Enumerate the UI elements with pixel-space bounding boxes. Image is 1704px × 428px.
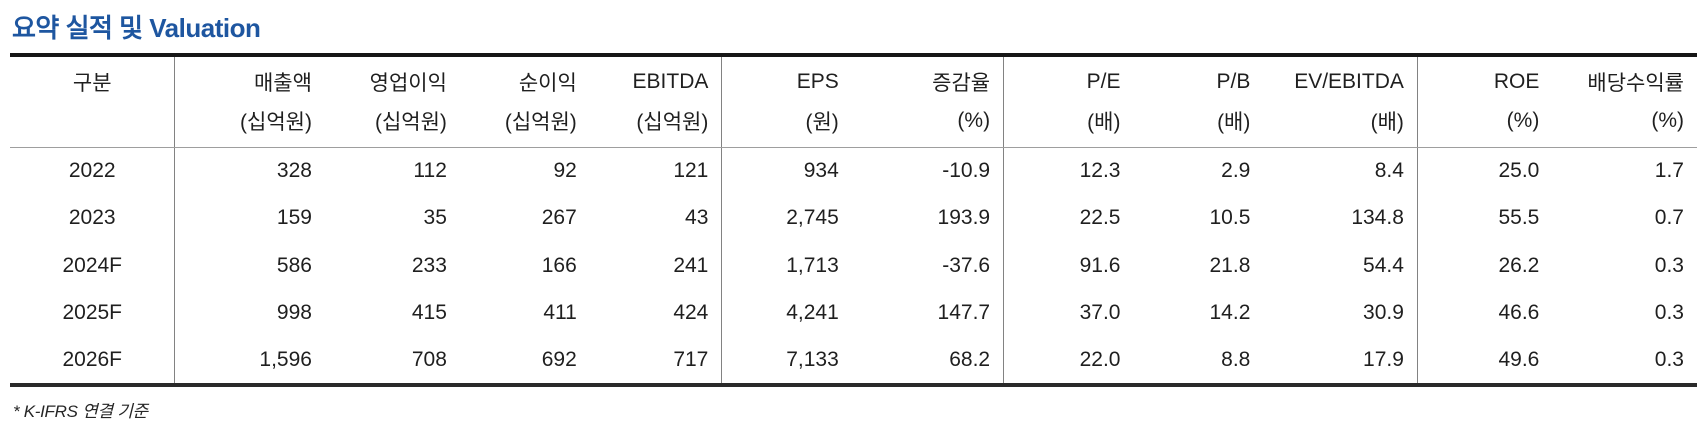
col-unit-0 — [10, 103, 175, 148]
row-label: 2025F — [62, 301, 123, 325]
cell: 37.0 — [1003, 289, 1134, 337]
cell: 1,713 — [721, 242, 852, 290]
cell: 424 — [673, 301, 709, 325]
cell: 30.9 — [1363, 301, 1404, 325]
cell: 147.7 — [937, 301, 991, 325]
cell: 708 — [411, 347, 447, 371]
cell: 328 — [174, 147, 325, 195]
cell: 134.8 — [1351, 206, 1404, 230]
page-title: 요약 실적 및 Valuation — [12, 13, 261, 43]
cell: 55.5 — [1416, 194, 1553, 242]
cell: 1,596 — [174, 337, 325, 385]
cell: 233 — [411, 253, 447, 277]
cell: -10.9 — [942, 159, 991, 182]
cell: 2.9 — [1221, 159, 1251, 182]
cell: 92 — [553, 159, 577, 182]
cell: 586 — [174, 242, 325, 290]
cell: 934 — [721, 147, 852, 195]
cell: 0.3 — [1654, 347, 1684, 371]
col-unit-9: (배) — [1263, 103, 1418, 148]
table-row: 2023 159 35 267 43 2,745 193.9 22.5 10.5 134.8 55.… — [10, 194, 1697, 242]
cell: 35 — [423, 206, 447, 230]
cell: 17.9 — [1363, 347, 1404, 371]
col-unit-10: (%) — [1416, 103, 1553, 148]
cell: 411 — [543, 301, 577, 325]
col-header-5: EPS — [721, 55, 852, 103]
cell: -37.6 — [942, 253, 991, 277]
col-unit-8: (배) — [1133, 103, 1264, 148]
cell: 692 — [541, 347, 577, 371]
cell: 112 — [413, 159, 447, 182]
table-header: 구분 매출액 영업이익 순이익 EBITDA EPS 증감율 P/E P/B EV/EBITDA R… — [10, 55, 1697, 148]
cell: 121 — [673, 159, 709, 182]
cell: 8.8 — [1221, 347, 1251, 371]
cell: 0.7 — [1654, 206, 1684, 230]
cell: 14.2 — [1209, 301, 1251, 325]
table-row: 2024F 586 233 166 241 1,713 -37.6 91.6 21.8 54.4 2… — [10, 242, 1697, 290]
cell: 267 — [541, 206, 577, 230]
col-header-1: 매출액 — [174, 55, 325, 103]
col-header-11: 배당수익률 — [1587, 72, 1684, 95]
cell: 91.6 — [1003, 242, 1134, 290]
cell: 1.7 — [1654, 159, 1684, 182]
col-unit-6: (%) — [851, 103, 1004, 148]
cell: 4,241 — [721, 289, 852, 337]
table-row: 2026F 1,596 708 692 717 7,133 68.2 22.0 8.8 17.9 4… — [10, 337, 1697, 385]
col-header-0: 구분 — [72, 72, 112, 95]
header-name-row: 구분 매출액 영업이익 순이익 EBITDA EPS 증감율 P/E P/B EV/EBITDA R… — [10, 55, 1697, 103]
cell: 2,745 — [721, 194, 852, 242]
summary-table: 구분 매출액 영업이익 순이익 EBITDA EPS 증감율 P/E P/B EV/EBITDA R… — [10, 53, 1697, 387]
cell: 46.6 — [1416, 289, 1553, 337]
cell: 22.5 — [1003, 194, 1134, 242]
cell: 717 — [673, 347, 709, 371]
cell: 0.3 — [1654, 253, 1684, 277]
cell: 159 — [174, 194, 325, 242]
col-header-6: 증감율 — [932, 72, 991, 95]
cell: 43 — [685, 206, 709, 230]
row-label: 2022 — [68, 159, 116, 182]
col-unit-5: (원) — [721, 103, 852, 148]
col-header-8: P/B — [1216, 70, 1251, 93]
col-header-7: P/E — [1003, 55, 1134, 103]
col-header-3: 순이익 — [518, 72, 577, 95]
cell: 7,133 — [721, 337, 852, 385]
cell: 10.5 — [1209, 206, 1251, 230]
table-row: 2022 328 112 92 121 934 -10.9 12.3 2.9 8.4 25.0 1.7 — [10, 147, 1697, 195]
row-label: 2023 — [68, 206, 116, 230]
col-unit-2: (십억원) — [324, 103, 460, 148]
cell: 998 — [174, 289, 325, 337]
cell: 241 — [673, 253, 709, 277]
row-label: 2024F — [62, 253, 123, 277]
header-unit-row: (십억원) (십억원) (십억원) (십억원) (원) (%) (배) (배) (배) (%) (%… — [10, 103, 1697, 148]
col-header-2: 영업이익 — [369, 72, 447, 95]
table-row: 2025F 998 415 411 424 4,241 147.7 37.0 14.2 30.9 4… — [10, 289, 1697, 337]
footnote: * K-IFRS 연결 기준 — [13, 401, 148, 421]
col-unit-11: (%) — [1552, 103, 1697, 148]
table-body: 2022 328 112 92 121 934 -10.9 12.3 2.9 8.4 25.0 1.7… — [10, 147, 1697, 385]
col-unit-3: (십억원) — [459, 103, 590, 148]
col-unit-1: (십억원) — [174, 103, 325, 148]
col-header-4: EBITDA — [632, 70, 709, 93]
col-unit-7: (배) — [1003, 103, 1134, 148]
col-header-10: ROE — [1416, 55, 1553, 103]
row-label: 2026F — [62, 347, 123, 371]
cell: 166 — [541, 253, 577, 277]
cell: 54.4 — [1363, 253, 1404, 277]
cell: 12.3 — [1003, 147, 1134, 195]
cell: 25.0 — [1416, 147, 1553, 195]
cell: 22.0 — [1003, 337, 1134, 385]
cell: 68.2 — [949, 347, 991, 371]
cell: 21.8 — [1209, 253, 1251, 277]
cell: 8.4 — [1374, 159, 1404, 182]
col-header-9: EV/EBITDA — [1294, 70, 1404, 93]
cell: 0.3 — [1654, 301, 1684, 325]
cell: 49.6 — [1416, 337, 1553, 385]
cell: 415 — [411, 301, 447, 325]
cell: 26.2 — [1416, 242, 1553, 290]
cell: 193.9 — [937, 206, 991, 230]
col-unit-4: (십억원) — [589, 103, 722, 148]
